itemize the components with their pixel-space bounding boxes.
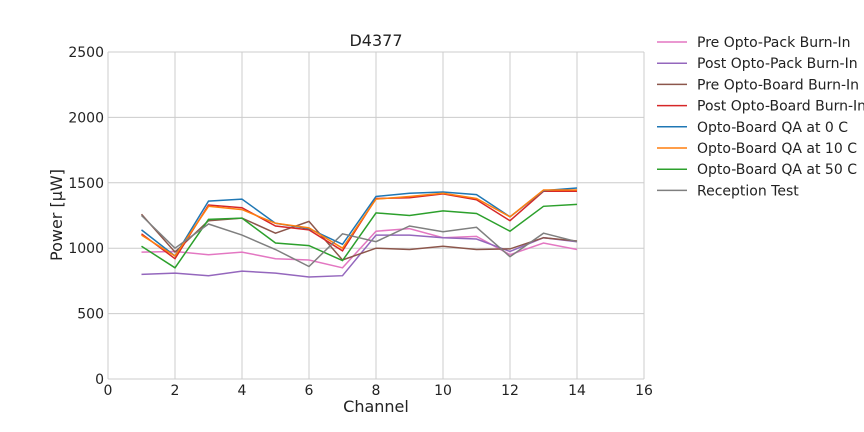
y-tick-label: 500 [77,307,104,323]
y-axis-label: Power [μW] [47,169,66,261]
legend-entry-label: Opto-Board QA at 10 C [697,141,857,157]
legend-entry-label: Opto-Board QA at 0 C [697,120,848,136]
x-tick-label: 4 [238,383,247,399]
x-tick-label: 12 [501,383,519,399]
legend-entry-label: Pre Opto-Board Burn-In [697,77,859,93]
y-tick-label: 0 [95,372,104,388]
series-lines [140,187,578,278]
series-line-7 [141,203,578,269]
x-tick-label: 14 [568,383,586,399]
series-line-3 [140,213,578,261]
x-tick-label: 6 [305,383,314,399]
x-axis-label: Channel [343,397,409,416]
legend-entry-label: Pre Opto-Pack Burn-In [697,35,851,51]
tick-labels: 0 2 4 6 8 10 12 14 16 0 500 1000 1500 2000 2500 [68,45,653,399]
x-tick-label: 8 [372,383,381,399]
x-tick-label: 0 [104,383,113,399]
series-line-8 [140,214,578,268]
legend-entry-label: Post Opto-Pack Burn-In [697,56,858,72]
y-tick-label: 2000 [68,110,104,126]
chart-title: D4377 [349,31,402,50]
legend: Pre Opto-Pack Burn-In Post Opto-Pack Burn… [657,35,864,199]
legend-entry-label: Opto-Board QA at 50 C [697,162,857,178]
x-tick-label: 16 [635,383,653,399]
y-tick-label: 1000 [68,241,104,257]
grid [107,51,645,380]
legend-entry-label: Post Opto-Board Burn-In [697,99,864,115]
y-tick-label: 2500 [68,45,104,61]
legend-entry-label: Reception Test [697,183,799,199]
x-tick-label: 2 [171,383,180,399]
x-tick-label: 10 [434,383,452,399]
y-tick-label: 1500 [68,176,104,192]
series-line-6 [141,189,577,258]
